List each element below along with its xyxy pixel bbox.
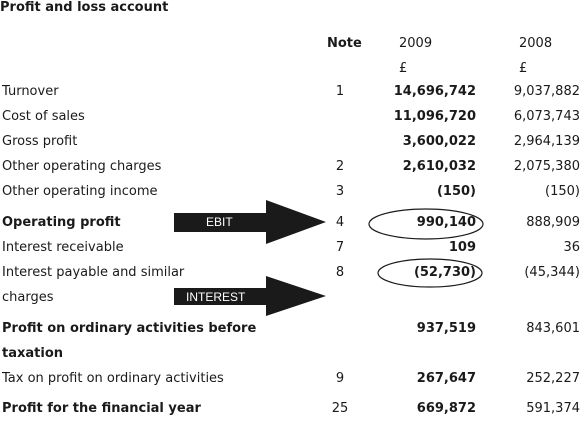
value-2009: (150) — [436, 184, 476, 199]
value-2008: 2,075,380 — [513, 159, 580, 174]
row-turnover: Turnover 1 14,696,742 9,037,882 — [0, 84, 586, 106]
row-label: Gross profit — [2, 134, 78, 149]
row-note: 4 — [335, 215, 345, 230]
value-2009: 3,600,022 — [402, 134, 476, 149]
interest-payable-highlight-ellipse — [377, 258, 483, 288]
row-note: 7 — [335, 240, 345, 255]
year-2008-header: 2008 — [519, 36, 553, 51]
row-label: Tax on profit on ordinary activities — [2, 371, 224, 386]
value-2008: 843,601 — [526, 321, 580, 336]
row-operating-profit: Operating profit 4 990,140 888,909 — [0, 215, 586, 237]
value-2008: 6,073,743 — [513, 109, 580, 124]
interest-label: INTEREST — [186, 290, 246, 304]
row-note: 25 — [331, 401, 349, 416]
row-label-continued: charges — [2, 290, 54, 305]
row-label: Operating profit — [2, 215, 121, 230]
row-note: 2 — [335, 159, 345, 174]
value-2009: 937,519 — [416, 321, 476, 336]
row-profit-for-financial-year: Profit for the financial year 25 669,872… — [0, 401, 586, 423]
row-label-continued: taxation — [2, 346, 64, 361]
row-interest-receivable: Interest receivable 7 109 36 — [0, 240, 586, 262]
value-2008: 9,037,882 — [513, 84, 580, 99]
currency-2009: £ — [399, 61, 408, 76]
row-profit-before-taxation: Profit on ordinary activities before 937… — [0, 321, 586, 343]
value-2008: 888,909 — [526, 215, 580, 230]
operating-profit-highlight-ellipse — [368, 208, 484, 240]
ebit-arrow-icon — [174, 200, 326, 244]
row-interest-payable: Interest payable and similar 8 (52,730) … — [0, 265, 586, 287]
value-2009: 990,140 — [416, 215, 476, 230]
row-label: Interest payable and similar — [2, 265, 185, 280]
value-2009: (52,730) — [413, 265, 476, 280]
value-2008: (150) — [545, 184, 580, 199]
value-2008: 591,374 — [526, 401, 580, 416]
row-other-operating-charges: Other operating charges 2 2,610,032 2,07… — [0, 159, 586, 181]
page-title: Profit and loss account — [0, 0, 169, 15]
row-other-operating-income: Other operating income 3 (150) (150) — [0, 184, 586, 206]
value-2008: (45,344) — [524, 265, 580, 280]
row-label: Turnover — [2, 84, 59, 99]
row-label: Profit for the financial year — [2, 401, 201, 416]
row-cost-of-sales: Cost of sales 11,096,720 6,073,743 — [0, 109, 586, 131]
value-2009: 11,096,720 — [393, 109, 476, 124]
row-label: Other operating charges — [2, 159, 162, 174]
row-gross-profit: Gross profit 3,600,022 2,964,139 — [0, 134, 586, 156]
value-2009: 14,696,742 — [393, 84, 476, 99]
row-label: Profit on ordinary activities before — [2, 321, 257, 336]
row-label: Cost of sales — [2, 109, 85, 124]
row-note: 9 — [335, 371, 345, 386]
row-note: 1 — [335, 84, 345, 99]
note-column-header: Note — [327, 36, 362, 51]
row-note: 8 — [335, 265, 345, 280]
row-label: Interest receivable — [2, 240, 124, 255]
row-label: Other operating income — [2, 184, 158, 199]
currency-2008: £ — [519, 61, 528, 76]
value-2009: 669,872 — [416, 401, 476, 416]
row-note: 3 — [335, 184, 345, 199]
row-tax-on-profit: Tax on profit on ordinary activities 9 2… — [0, 371, 586, 393]
value-2009: 267,647 — [416, 371, 476, 386]
year-2009-header: 2009 — [399, 36, 433, 51]
interest-arrow-icon — [174, 276, 326, 316]
ebit-label: EBIT — [206, 215, 233, 229]
row-interest-payable-continued: charges — [0, 290, 586, 312]
value-2009: 2,610,032 — [402, 159, 476, 174]
row-profit-before-taxation-continued: taxation — [0, 346, 586, 368]
value-2008: 252,227 — [526, 371, 580, 386]
value-2008: 36 — [563, 240, 580, 255]
value-2008: 2,964,139 — [513, 134, 580, 149]
value-2009: 109 — [448, 240, 476, 255]
